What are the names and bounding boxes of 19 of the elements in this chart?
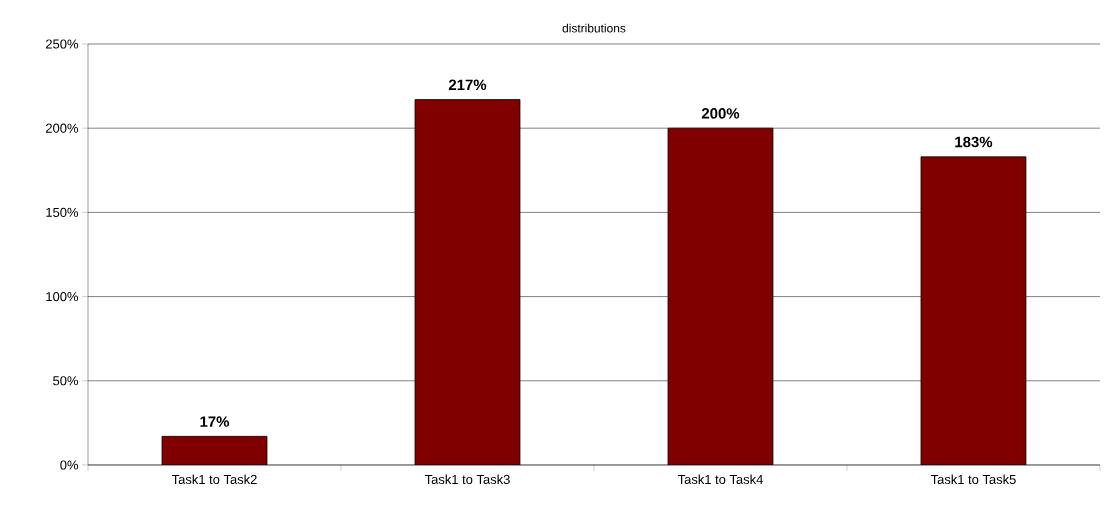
data-label: 217% [448,79,487,91]
y-tick-label: 50% [53,376,79,386]
bar [667,127,774,465]
bar [414,99,521,465]
data-label: 183% [955,136,993,148]
y-tick-label: 200% [46,123,79,133]
y-tick-label: 100% [46,292,79,302]
y-tick-label: 250% [46,39,79,49]
data-label: 17% [200,416,230,427]
x-tick-label: Task1 to Task5 [930,474,1016,485]
y-tick-label: 150% [46,207,79,217]
x-tick-label: Task1 to Task3 [424,474,510,485]
chart-title: distributions [562,23,626,33]
x-tick-label: Task1 to Task4 [677,474,763,485]
y-tick-label: 0% [60,460,79,470]
bar [920,156,1027,465]
data-label: 200% [701,108,740,119]
bar [161,435,268,465]
x-tick-label: Task1 to Task2 [171,474,257,485]
